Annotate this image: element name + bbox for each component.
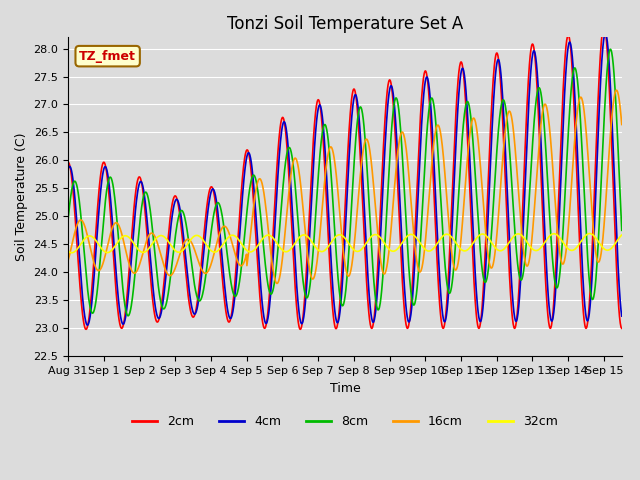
16cm bbox=[612, 87, 620, 93]
4cm bbox=[83, 322, 91, 328]
4cm bbox=[321, 144, 329, 149]
Line: 2cm: 2cm bbox=[68, 26, 621, 329]
2cm bbox=[311, 117, 319, 123]
16cm bbox=[273, 280, 281, 286]
Y-axis label: Soil Temperature (C): Soil Temperature (C) bbox=[15, 132, 28, 261]
4cm bbox=[311, 139, 319, 145]
2cm bbox=[380, 142, 387, 148]
8cm bbox=[380, 264, 387, 269]
X-axis label: Time: Time bbox=[330, 382, 360, 395]
16cm bbox=[107, 229, 115, 235]
Legend: 2cm, 4cm, 8cm, 16cm, 32cm: 2cm, 4cm, 8cm, 16cm, 32cm bbox=[127, 410, 563, 433]
2cm bbox=[300, 310, 307, 316]
4cm bbox=[602, 31, 609, 36]
8cm bbox=[607, 47, 614, 52]
2cm bbox=[600, 23, 608, 29]
4cm bbox=[130, 225, 138, 230]
16cm bbox=[321, 177, 329, 182]
8cm bbox=[124, 313, 132, 319]
2cm bbox=[64, 159, 72, 165]
32cm bbox=[380, 239, 387, 245]
16cm bbox=[64, 257, 72, 263]
8cm bbox=[130, 282, 138, 288]
2cm bbox=[618, 325, 625, 331]
8cm bbox=[300, 281, 307, 287]
8cm bbox=[311, 224, 319, 230]
32cm bbox=[618, 232, 625, 238]
2cm bbox=[130, 206, 138, 212]
Line: 16cm: 16cm bbox=[68, 90, 621, 283]
Text: TZ_fmet: TZ_fmet bbox=[79, 49, 136, 63]
32cm bbox=[586, 231, 593, 237]
2cm bbox=[82, 326, 90, 332]
16cm bbox=[618, 121, 625, 127]
2cm bbox=[108, 223, 115, 229]
8cm bbox=[64, 216, 72, 222]
2cm bbox=[321, 165, 329, 171]
32cm bbox=[130, 240, 138, 246]
Line: 32cm: 32cm bbox=[68, 234, 621, 253]
32cm bbox=[300, 232, 307, 238]
32cm bbox=[321, 248, 329, 253]
32cm bbox=[68, 250, 76, 256]
4cm bbox=[64, 166, 72, 172]
32cm bbox=[311, 243, 319, 249]
32cm bbox=[64, 248, 72, 254]
16cm bbox=[300, 209, 307, 215]
Line: 4cm: 4cm bbox=[68, 34, 621, 325]
4cm bbox=[300, 316, 307, 322]
16cm bbox=[130, 270, 138, 276]
16cm bbox=[380, 271, 387, 276]
Title: Tonzi Soil Temperature Set A: Tonzi Soil Temperature Set A bbox=[227, 15, 463, 33]
4cm bbox=[380, 172, 387, 178]
32cm bbox=[108, 248, 115, 253]
4cm bbox=[108, 206, 115, 212]
16cm bbox=[311, 272, 319, 277]
4cm bbox=[618, 313, 625, 319]
8cm bbox=[107, 175, 115, 180]
Line: 8cm: 8cm bbox=[68, 49, 621, 316]
8cm bbox=[618, 228, 625, 233]
8cm bbox=[321, 121, 329, 127]
